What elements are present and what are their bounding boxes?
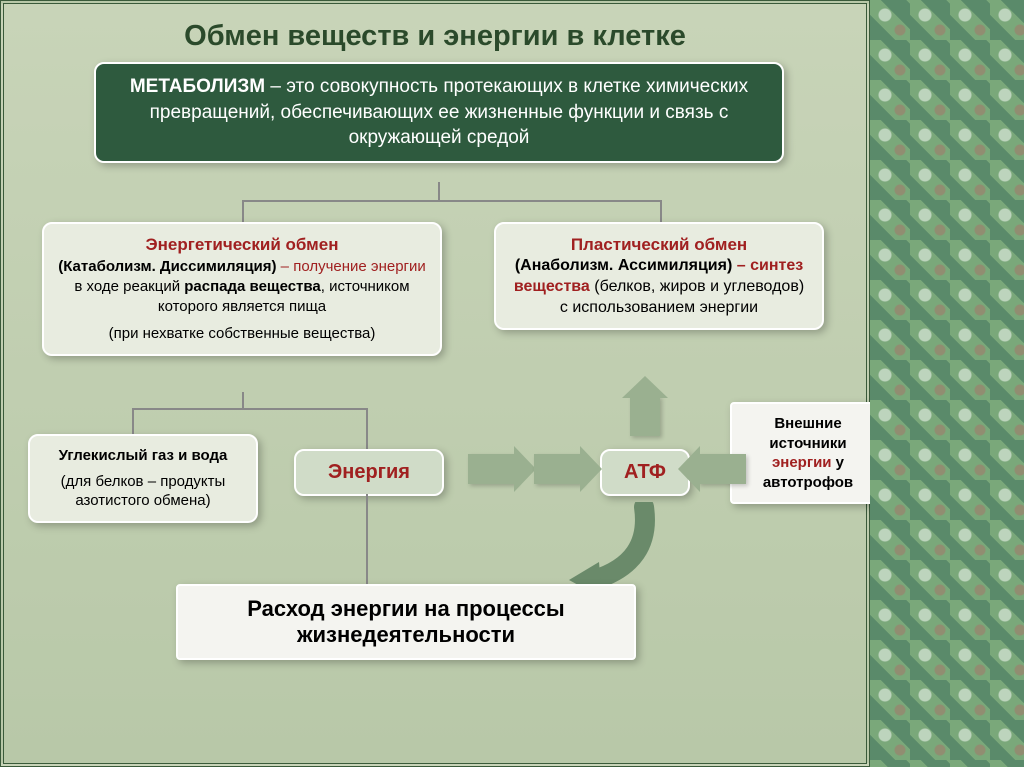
connector (242, 392, 244, 408)
co2-heading: Углекислый газ и вода (44, 446, 242, 466)
ana-heading: Пластический обмен (510, 234, 808, 256)
cat-c1: в ходе реакций (74, 278, 184, 295)
arrow-energy-atp2 (534, 454, 582, 484)
pattern-overlay (870, 0, 1024, 767)
slide: Обмен веществ и энергии в клетке МЕТАБОЛ… (0, 0, 870, 767)
ext-l1: Внешние источники (769, 415, 846, 452)
cat-note: (при нехватке собственные вещества) (58, 324, 426, 344)
connector (366, 408, 368, 449)
external-box: Внешние источники энергии у автотрофов (730, 402, 886, 504)
exp-text: Расход энергии на процессы жизнедеятельн… (247, 596, 564, 647)
co2-note: (для белков – продукты азотистого обмена… (44, 472, 242, 511)
energy-box: Энергия (294, 449, 444, 496)
arrow-energy-atp (468, 454, 516, 484)
slide-title: Обмен веществ и энергии в клетке (4, 4, 866, 63)
arrow-atp-ana (630, 396, 660, 436)
decorative-side (870, 0, 1024, 767)
co2-box: Углекислый газ и вода (для белков – прод… (28, 434, 258, 523)
anabolism-box: Пластический обмен (Анаболизм. Ассимиляц… (494, 222, 824, 330)
term: МЕТАБОЛИЗМ (130, 76, 265, 97)
connector (366, 494, 368, 584)
cat-sub: (Катаболизм. Диссимиляция) (58, 258, 276, 275)
cat-heading: Энергетический обмен (58, 234, 426, 257)
energy-label: Энергия (328, 461, 410, 483)
atp-label: АТФ (624, 461, 666, 483)
catabolism-box: Энергетический обмен (Катаболизм. Диссим… (42, 222, 442, 356)
connector (242, 200, 662, 202)
atp-box: АТФ (600, 449, 690, 496)
arrow-atp-exp (564, 502, 664, 592)
cat-red: – получение энергии (277, 258, 426, 275)
arrow-ext-atp (698, 454, 746, 484)
connector (242, 200, 244, 222)
cat-bold: распада вещества (184, 278, 321, 295)
connector (132, 408, 366, 410)
ana-sub: (Анаболизм. Ассимиляция) (515, 257, 732, 274)
definition-box: МЕТАБОЛИЗМ – это совокупность протекающи… (94, 62, 784, 163)
connector (132, 408, 134, 434)
connector (438, 182, 440, 200)
ana-cont: (белков, жиров и углеводов) с использова… (560, 278, 804, 316)
expenditure-box: Расход энергии на процессы жизнедеятельн… (176, 584, 636, 660)
connector (660, 200, 662, 222)
ext-red: энергии (772, 454, 832, 471)
